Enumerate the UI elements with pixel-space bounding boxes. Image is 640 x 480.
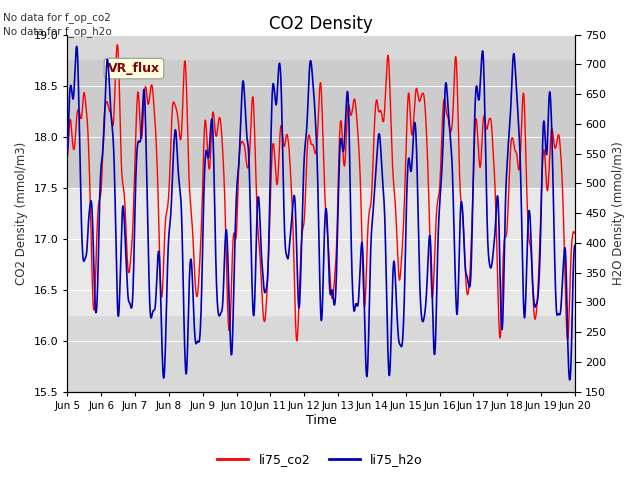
Text: No data for f_op_h2o: No data for f_op_h2o bbox=[3, 26, 112, 37]
X-axis label: Time: Time bbox=[306, 414, 337, 427]
Title: CO2 Density: CO2 Density bbox=[269, 15, 373, 33]
Legend: li75_co2, li75_h2o: li75_co2, li75_h2o bbox=[212, 448, 428, 471]
Text: No data for f_op_co2: No data for f_op_co2 bbox=[3, 12, 111, 23]
Y-axis label: H2O Density (mmol/m3): H2O Density (mmol/m3) bbox=[612, 141, 625, 285]
Bar bbox=[67, 60, 575, 188]
Text: VR_flux: VR_flux bbox=[108, 62, 160, 75]
Bar bbox=[67, 188, 575, 315]
Y-axis label: CO2 Density (mmol/m3): CO2 Density (mmol/m3) bbox=[15, 142, 28, 285]
